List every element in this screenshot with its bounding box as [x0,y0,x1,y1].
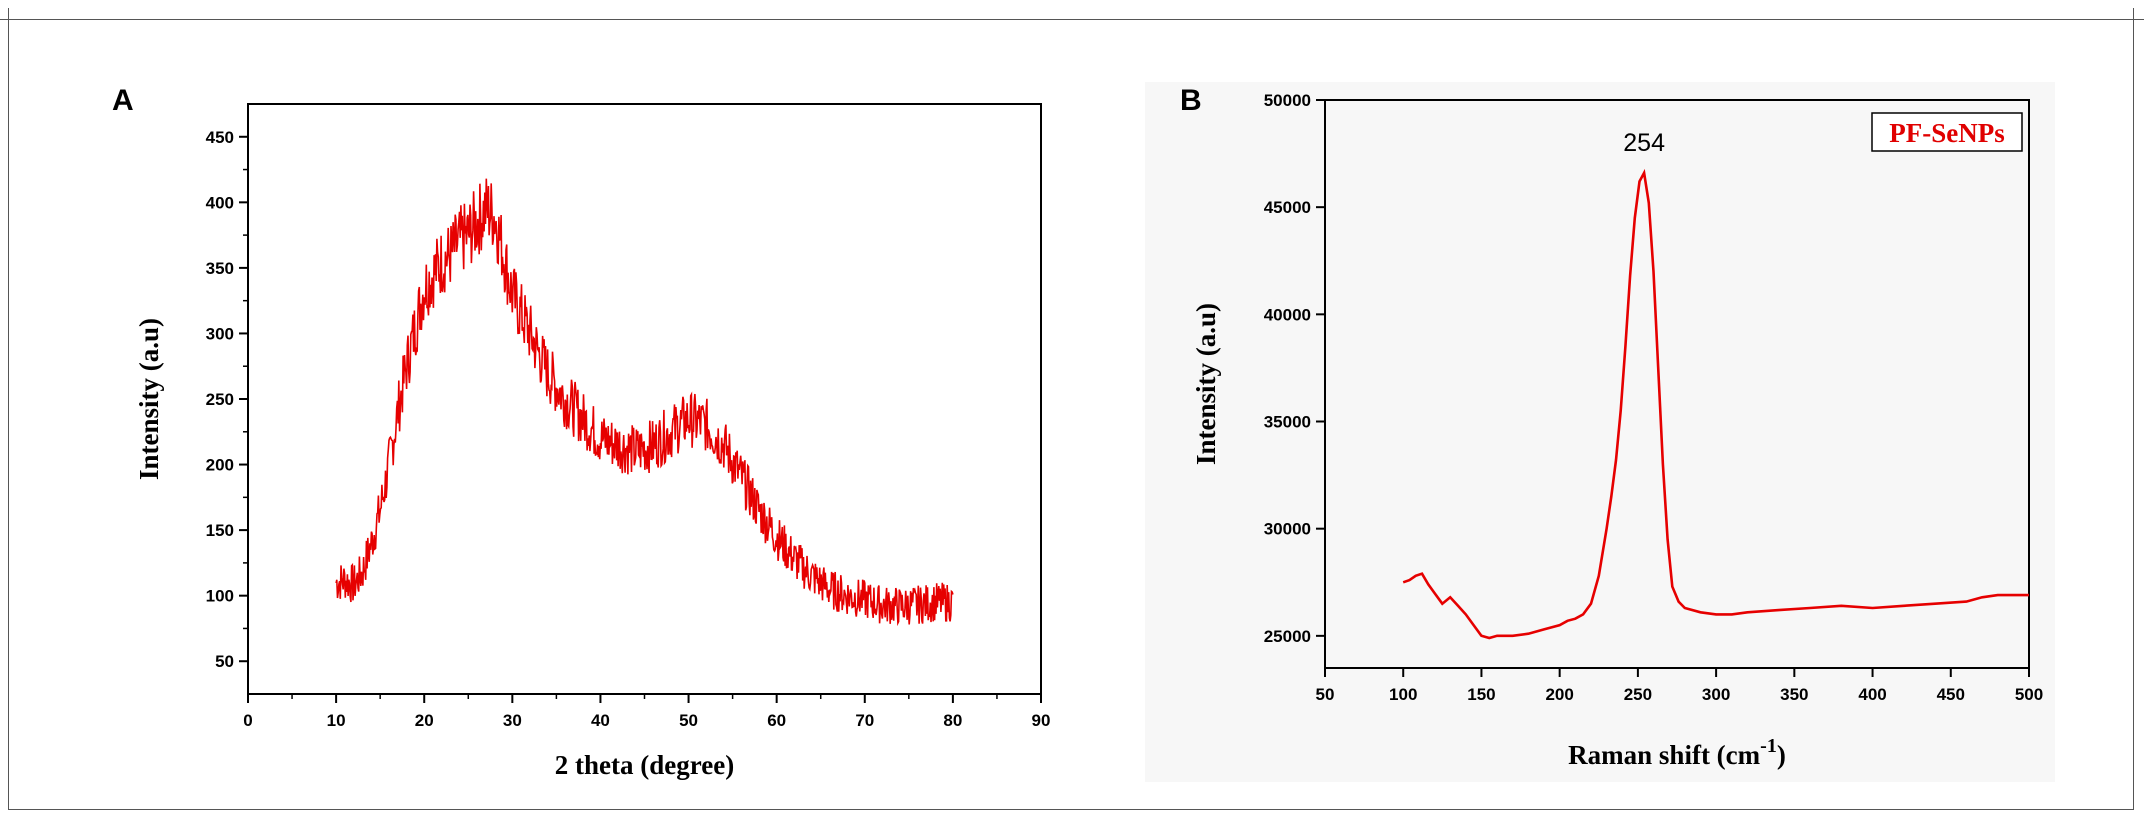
raman-x-tick-label: 100 [1389,685,1417,704]
raman-y-axis-title: Intensity (a.u) [1191,303,1221,465]
xrd-y-ticks: 50 100 150 200 250 300 350 400 450 [206,128,248,671]
raman-x-axis-title-superscript: -1 [1760,735,1777,757]
xrd-x-tick-label: 40 [591,711,610,730]
raman-x-tick-label: 350 [1780,685,1808,704]
raman-y-tick-label: 35000 [1264,413,1311,432]
xrd-y-axis-title: Intensity (a.u) [134,318,164,480]
raman-x-tick-label: 150 [1467,685,1495,704]
top-rule [0,0,2144,20]
xrd-y-tick-label: 300 [206,324,234,343]
raman-x-tick-label: 250 [1624,685,1652,704]
raman-chart: 50 100 150 200 250 300 350 400 450 500 25000 30000… [1191,91,2043,770]
raman-y-tick-label: 25000 [1264,627,1311,646]
xrd-x-tick-label: 90 [1032,711,1051,730]
raman-x-axis-title-close: ) [1777,740,1786,770]
panel-b-background [1145,82,2055,782]
xrd-x-axis-title: 2 theta (degree) [555,750,734,780]
raman-x-tick-label: 200 [1545,685,1573,704]
xrd-x-ticks: 0 10 20 30 40 50 60 70 80 90 [243,694,1050,730]
xrd-y-tick-label: 200 [206,456,234,475]
raman-legend-label: PF-SeNPs [1889,118,2004,148]
raman-plot-frame [1324,99,2030,669]
raman-y-ticks: 25000 30000 35000 40000 45000 50000 [1264,91,1325,646]
raman-y-tick-label: 50000 [1264,91,1311,110]
raman-legend-box [1871,112,2023,152]
xrd-x-tick-label: 30 [503,711,522,730]
raman-x-ticks: 50 100 150 200 250 300 350 400 450 500 [1316,668,2043,704]
raman-peak-annotation: 254 [1623,129,1665,157]
xrd-y-tick-label: 50 [215,652,234,671]
xrd-x-tick-label: 10 [327,711,346,730]
xrd-x-tick-label: 20 [415,711,434,730]
xrd-y-tick-label: 450 [206,128,234,147]
raman-x-tick-label: 300 [1702,685,1730,704]
xrd-y-tick-label: 100 [206,587,234,606]
xrd-x-tick-label: 0 [243,711,252,730]
raman-y-tick-label: 45000 [1264,198,1311,217]
xrd-y-tick-label: 250 [206,390,234,409]
raman-x-tick-label: 500 [2015,685,2043,704]
xrd-y-tick-label: 400 [206,193,234,212]
xrd-y-tick-label: 350 [206,259,234,278]
figure-frame [8,8,2134,810]
panel-label-b: B [1180,84,1202,117]
xrd-x-tick-label: 80 [943,711,962,730]
raman-x-tick-label: 400 [1858,685,1886,704]
raman-x-axis-title-main: Raman shift (cm [1568,740,1760,770]
raman-series-line [1402,168,2029,640]
raman-y-tick-label: 40000 [1264,305,1311,324]
xrd-x-tick-label: 70 [855,711,874,730]
xrd-x-tick-label: 60 [767,711,786,730]
xrd-y-tick-label: 150 [206,521,234,540]
xrd-x-tick-label: 50 [679,711,698,730]
xrd-chart: 0 10 20 30 40 50 60 70 80 90 50 100 150 200 250 300 350… [134,103,1050,780]
raman-y-tick-label: 30000 [1264,520,1311,539]
panel-label-a: A [112,84,134,117]
raman-x-tick-label: 50 [1316,685,1335,704]
raman-x-axis-title: Raman shift (cm-1) [1568,735,1786,770]
raman-x-tick-label: 450 [1937,685,1965,704]
xrd-series-line [335,178,954,627]
